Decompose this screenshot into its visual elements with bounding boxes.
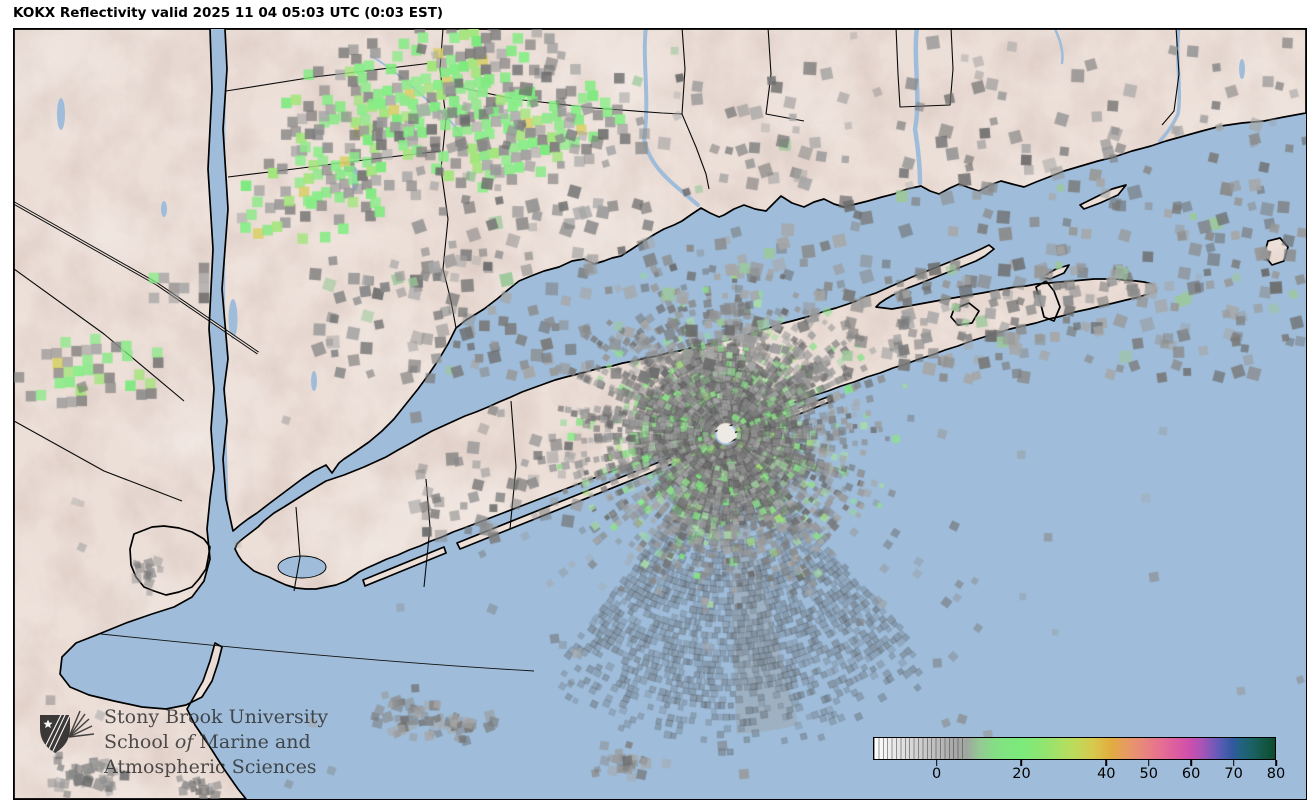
colorbar-tick-mark xyxy=(1190,760,1192,766)
colorbar-tick-label: 60 xyxy=(1181,766,1201,782)
colorbar-tick-mark xyxy=(1105,760,1108,766)
colorbar-tick-label: 50 xyxy=(1139,766,1158,782)
colorbar-tick-label: 80 xyxy=(1266,766,1286,782)
colorbar-tick-mark xyxy=(1275,760,1277,766)
colorbar-tick-mark xyxy=(1147,760,1150,766)
colorbar-tick-label: 40 xyxy=(1097,766,1116,782)
reflectivity-colorbar: 0 20 40 50 60 70 80 xyxy=(873,737,1285,784)
logo-line-1: Stony Brook University xyxy=(104,706,329,728)
colorbar-ticks: 0 20 40 50 60 70 80 xyxy=(873,760,1285,784)
radar-map: Stony Brook University School of Marine … xyxy=(13,28,1307,800)
stony-brook-logo: Stony Brook University School of Marine … xyxy=(36,705,328,780)
colorbar-tick-mark xyxy=(1232,760,1235,766)
radar-echo-layer xyxy=(14,29,1306,799)
sbu-shield-icon xyxy=(40,710,95,753)
colorbar-tick-label: 70 xyxy=(1224,766,1243,782)
logo-line-2: School of Marine and xyxy=(104,731,311,753)
colorbar-tick-mark xyxy=(1020,760,1023,766)
colorbar-tick-label: 20 xyxy=(1012,766,1031,782)
colorbar-tick-mark xyxy=(935,760,938,766)
radar-site-marker xyxy=(717,425,735,443)
logo-line-3: Atmospheric Sciences xyxy=(104,756,317,778)
page-title: KOKX Reflectivity valid 2025 11 04 05:03… xyxy=(13,5,444,21)
colorbar-gradient xyxy=(873,737,1276,760)
logo-text: Stony Brook University School of Marine … xyxy=(104,705,328,780)
colorbar-tick-label: 0 xyxy=(932,766,942,782)
